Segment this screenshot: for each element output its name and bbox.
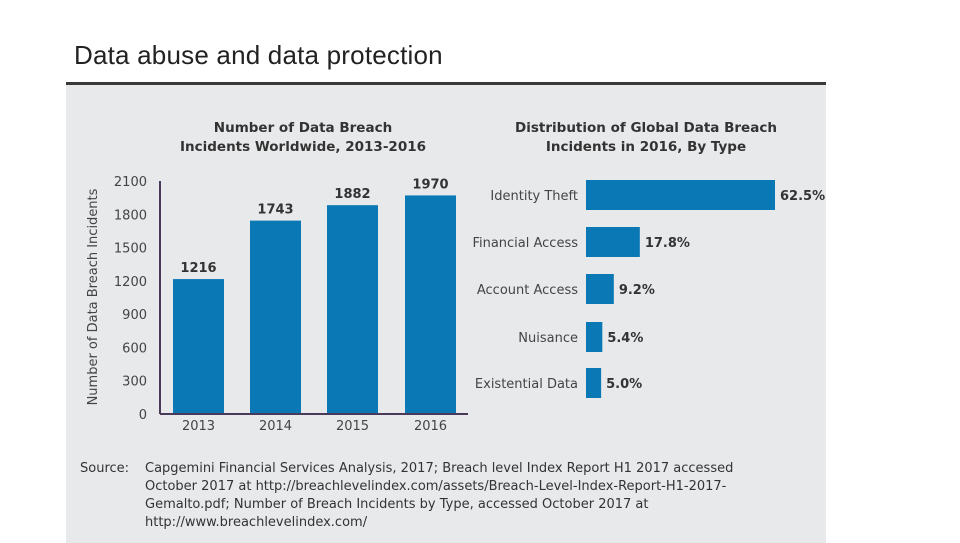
- y-tick-label: 2100: [114, 175, 147, 190]
- source-line: Capgemini Financial Services Analysis, 2…: [145, 461, 734, 476]
- y-axis-label: Number of Data Breach Incidents: [86, 188, 101, 405]
- y-tick-label: 1500: [114, 242, 147, 257]
- chart-title: Incidents Worldwide, 2013-2016: [180, 139, 426, 155]
- category-label: Financial Access: [472, 236, 578, 251]
- y-tick-label: 1800: [114, 208, 147, 223]
- chart-panel: Number of Data Breach Incidents Worldwide…: [66, 82, 826, 543]
- y-tick-label: 300: [122, 375, 147, 390]
- bar-2014: [250, 220, 301, 414]
- source-line: http://www.breachlevelindex.com/: [145, 515, 368, 530]
- category-label: Identity Theft: [490, 189, 578, 204]
- category-label: Existential Data: [475, 377, 578, 392]
- value-label: 62.5%: [780, 189, 825, 204]
- category-label: Account Access: [477, 283, 578, 298]
- x-tick-label: 2015: [336, 419, 369, 434]
- bar-2013: [173, 279, 224, 414]
- charts-svg: Number of Data Breach Incidents Worldwide…: [86, 120, 825, 434]
- data-label: 1882: [334, 187, 370, 202]
- x-tick-label: 2014: [259, 419, 292, 434]
- y-tick-label: 1200: [114, 275, 147, 290]
- slide-title: Data abuse and data protection: [74, 40, 443, 70]
- source-label: Source:: [80, 461, 130, 476]
- y-tick-label: 600: [122, 341, 147, 356]
- value-label: 17.8%: [645, 236, 690, 251]
- source-line: Gemalto.pdf; Number of Breach Incidents …: [145, 497, 649, 512]
- bar-2015: [327, 205, 378, 414]
- y-tick-label: 900: [122, 308, 147, 323]
- x-tick-label: 2016: [414, 419, 447, 434]
- chart-title: Distribution of Global Data Breach: [515, 120, 777, 136]
- chart-title: Incidents in 2016, By Type: [546, 139, 746, 155]
- data-label: 1216: [180, 261, 216, 276]
- bar-2016: [405, 195, 456, 414]
- data-label: 1970: [412, 177, 448, 192]
- source-text: Capgemini Financial Services Analysis, 2…: [145, 460, 733, 532]
- value-label: 5.0%: [606, 377, 642, 392]
- bar-nuisance: [586, 322, 603, 352]
- category-label: Nuisance: [518, 331, 578, 346]
- data-label: 1743: [257, 203, 293, 218]
- x-tick-label: 2013: [182, 419, 215, 434]
- bar-identity-theft: [586, 180, 775, 210]
- source-line: October 2017 at http://breachlevelindex.…: [145, 479, 727, 494]
- bar-existential-data: [586, 368, 602, 398]
- chart-title: Number of Data Breach: [214, 120, 392, 136]
- bar-financial-access: [586, 227, 640, 257]
- value-label: 5.4%: [607, 331, 643, 346]
- y-tick-label: 0: [139, 408, 147, 423]
- bar-account-access: [586, 274, 614, 304]
- value-label: 9.2%: [619, 283, 655, 298]
